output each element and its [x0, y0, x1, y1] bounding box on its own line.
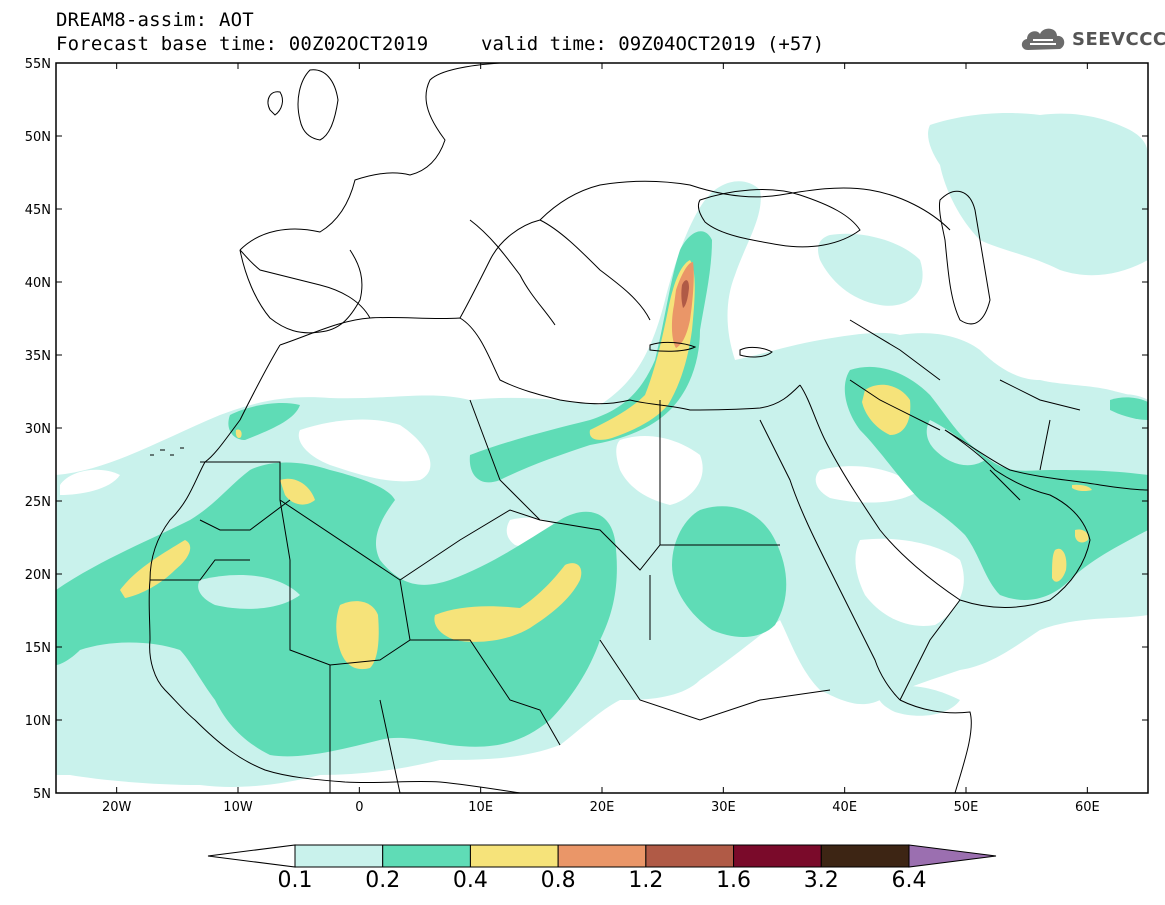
- colorbar-under-triangle: [207, 844, 296, 868]
- colorbar-swatch: [557, 844, 647, 868]
- lat-label: 50N: [25, 130, 51, 145]
- map-title: DREAM8-assim: AOT: [56, 9, 254, 31]
- lon-label: 20W: [102, 800, 132, 815]
- colorbar: [207, 844, 997, 868]
- lat-label: 35N: [25, 349, 51, 364]
- colorbar-swatch: [294, 844, 384, 868]
- colorbar-label: 0.1: [277, 868, 313, 893]
- seevccc-logo: SEEVCCC: [1018, 22, 1165, 56]
- colorbar-swatch: [733, 844, 822, 868]
- lat-label: 15N: [25, 641, 51, 656]
- lat-label: 25N: [25, 495, 51, 510]
- coastlines-borders: [148, 63, 1148, 793]
- longitude-labels: 20W 10W 0 10E 20E 30E 40E 50E 60E: [102, 800, 1100, 815]
- longitude-ticks: [116, 63, 1088, 793]
- lat-label: 20N: [25, 568, 51, 583]
- colorbar-swatch: [820, 844, 910, 868]
- latitude-ticks: [56, 62, 1148, 794]
- colorbar-swatch: [382, 844, 471, 868]
- colorbar-label: 6.4: [891, 868, 927, 893]
- colorbar-label: 1.2: [628, 868, 664, 893]
- latitude-labels: 55N 50N 45N 40N 35N 30N 25N 20N 15N 10N 5N: [25, 57, 51, 802]
- colorbar-swatch: [469, 844, 559, 868]
- base-time-label: Forecast base time: 00Z02OCT2019: [56, 33, 429, 55]
- lon-label: 50E: [954, 800, 979, 815]
- colorbar-label: 3.2: [803, 868, 839, 893]
- lat-label: 45N: [25, 203, 51, 218]
- lon-label: 60E: [1075, 800, 1100, 815]
- lon-label: 40E: [832, 800, 857, 815]
- lat-label: 5N: [33, 787, 51, 802]
- lon-label: 10E: [468, 800, 493, 815]
- colorbar-label: 1.6: [716, 868, 752, 893]
- aot-level-0.4-area: [120, 260, 1092, 670]
- cloud-icon: [1021, 28, 1065, 50]
- colorbar-swatch: [645, 844, 735, 868]
- logo-text: SEEVCCC: [1072, 28, 1165, 50]
- lon-label: 10W: [223, 800, 253, 815]
- colorbar-label: 0.4: [452, 868, 488, 893]
- lat-label: 55N: [25, 57, 51, 72]
- lon-label: 0: [355, 800, 363, 815]
- lat-label: 30N: [25, 422, 51, 437]
- valid-time-label: valid time: 09Z04OCT2019 (+57): [481, 33, 825, 55]
- aot-level-0.2-area: [56, 231, 1148, 757]
- aot-level-0.1-inner: [198, 420, 985, 609]
- lon-label: 30E: [711, 800, 736, 815]
- aot-level-1.2-area: [681, 280, 689, 308]
- lon-label: 20E: [590, 800, 615, 815]
- lat-label: 10N: [25, 714, 51, 729]
- aot-clear-areas: [60, 419, 964, 626]
- colorbar-label: 0.2: [365, 868, 401, 893]
- colorbar-label: 0.8: [540, 868, 576, 893]
- colorbar-over-triangle: [908, 844, 997, 868]
- lat-label: 40N: [25, 276, 51, 291]
